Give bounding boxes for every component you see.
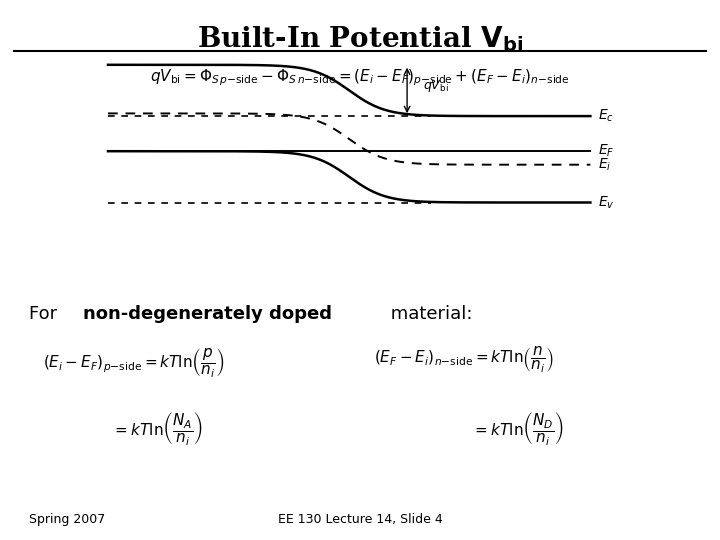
Text: Spring 2007: Spring 2007 [29,514,105,526]
Text: $E_i$: $E_i$ [598,157,611,173]
Text: material:: material: [385,305,473,323]
Text: For: For [29,305,63,323]
Text: $= kT\ln\!\left(\dfrac{N_A}{n_i}\right)$: $= kT\ln\!\left(\dfrac{N_A}{n_i}\right)$ [112,410,202,448]
Text: $(E_i - E_F)_{p\mathrm{-side}} = kT\ln\!\left(\dfrac{p}{n_i}\right)$: $(E_i - E_F)_{p\mathrm{-side}} = kT\ln\!… [43,346,225,379]
Text: $E_v$: $E_v$ [598,194,614,211]
Text: Built-In Potential $\mathbf{V}_{\mathbf{bi}}$: Built-In Potential $\mathbf{V}_{\mathbf{… [197,24,523,54]
Text: $E_F$: $E_F$ [598,143,614,159]
Text: non-degenerately doped: non-degenerately doped [83,305,332,323]
Text: $(E_F - E_i)_{n\mathrm{-side}} = kT\ln\!\left(\dfrac{n}{n_i}\right)$: $(E_F - E_i)_{n\mathrm{-side}} = kT\ln\!… [374,346,554,375]
Text: $qV_{\mathrm{bi}}$: $qV_{\mathrm{bi}}$ [423,78,449,94]
Text: EE 130 Lecture 14, Slide 4: EE 130 Lecture 14, Slide 4 [278,514,442,526]
Text: $qV_{\mathrm{bi}} = \Phi_{S\,p\mathrm{-side}} - \Phi_{S\,n\mathrm{-side}} = (E_i: $qV_{\mathrm{bi}} = \Phi_{S\,p\mathrm{-s… [150,68,570,88]
Text: $= kT\ln\!\left(\dfrac{N_D}{n_i}\right)$: $= kT\ln\!\left(\dfrac{N_D}{n_i}\right)$ [472,410,563,448]
Text: $E_c$: $E_c$ [598,108,613,124]
